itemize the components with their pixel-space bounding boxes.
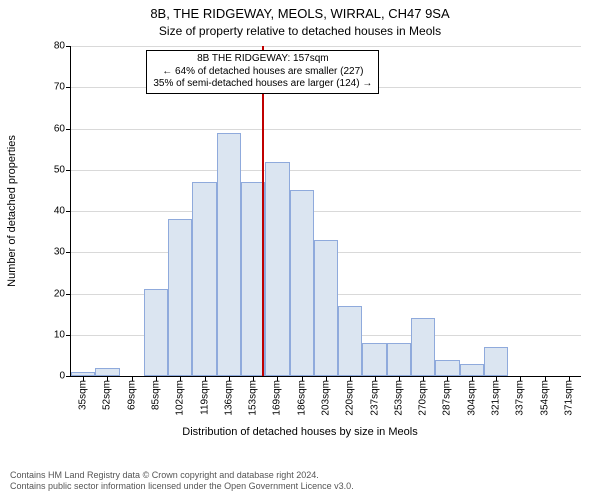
histogram-bar	[435, 360, 459, 377]
x-tick-label: 270sqm	[418, 380, 429, 416]
x-tick-label: 371sqm	[563, 380, 574, 416]
annotation-line: 35% of semi-detached houses are larger (…	[153, 78, 372, 91]
grid-line	[71, 170, 581, 171]
grid-line	[71, 129, 581, 130]
x-tick-label: 186sqm	[296, 380, 307, 416]
histogram-bar	[95, 368, 119, 376]
y-axis-label: Number of detached properties	[6, 135, 18, 287]
histogram-bar	[338, 306, 362, 376]
chart-frame: 8B, THE RIDGEWAY, MEOLS, WIRRAL, CH47 9S…	[0, 0, 600, 500]
histogram-bar	[362, 343, 386, 376]
footer-line: Contains HM Land Registry data © Crown c…	[10, 470, 590, 481]
x-tick-label: 69sqm	[126, 380, 137, 410]
x-tick-label: 287sqm	[442, 380, 453, 416]
y-tick-label: 70	[54, 82, 71, 93]
x-tick-label: 354sqm	[539, 380, 550, 416]
histogram-bar	[168, 219, 192, 376]
y-tick-label: 60	[54, 123, 71, 134]
x-tick-label: 119sqm	[199, 380, 210, 415]
y-tick-label: 10	[54, 329, 71, 340]
y-tick-label: 30	[54, 247, 71, 258]
x-tick-label: 35sqm	[78, 380, 89, 410]
reference-line	[262, 46, 264, 376]
histogram-bar	[144, 289, 168, 376]
histogram-bar	[192, 182, 216, 376]
x-tick-label: 337sqm	[515, 380, 526, 416]
plot-area: 0102030405060708035sqm52sqm69sqm85sqm102…	[70, 46, 581, 377]
x-tick-label: 102sqm	[175, 380, 186, 416]
x-tick-label: 52sqm	[102, 380, 113, 410]
histogram-bar	[314, 240, 338, 376]
histogram-bar	[484, 347, 508, 376]
x-tick-label: 237sqm	[369, 380, 380, 416]
footer-attribution: Contains HM Land Registry data © Crown c…	[0, 464, 600, 500]
page-subtitle: Size of property relative to detached ho…	[0, 24, 600, 38]
x-tick-label: 136sqm	[223, 380, 234, 416]
histogram-bar	[290, 190, 314, 376]
histogram-bar	[387, 343, 411, 376]
x-tick-label: 169sqm	[272, 380, 283, 416]
y-tick-label: 20	[54, 288, 71, 299]
x-tick-label: 304sqm	[466, 380, 477, 416]
x-tick-label: 203sqm	[321, 380, 332, 416]
footer-line: Contains public sector information licen…	[10, 481, 590, 492]
histogram-bar	[217, 133, 241, 376]
annotation-line: ← 64% of detached houses are smaller (22…	[153, 66, 372, 79]
annotation-line: 8B THE RIDGEWAY: 157sqm	[153, 53, 372, 66]
grid-line	[71, 46, 581, 47]
grid-line	[71, 211, 581, 212]
x-tick-label: 153sqm	[248, 380, 259, 416]
histogram-bar	[411, 318, 435, 376]
y-tick-label: 0	[59, 371, 71, 382]
x-tick-label: 321sqm	[491, 380, 502, 416]
y-tick-label: 80	[54, 41, 71, 52]
histogram-bar	[265, 162, 289, 377]
page-title: 8B, THE RIDGEWAY, MEOLS, WIRRAL, CH47 9S…	[0, 6, 600, 21]
histogram-bar	[460, 364, 484, 376]
annotation-box: 8B THE RIDGEWAY: 157sqm← 64% of detached…	[146, 50, 379, 94]
x-tick-label: 253sqm	[393, 380, 404, 416]
x-tick-label: 220sqm	[345, 380, 356, 416]
x-axis-label: Distribution of detached houses by size …	[0, 426, 600, 438]
y-tick-label: 40	[54, 206, 71, 217]
x-tick-label: 85sqm	[151, 380, 162, 410]
y-tick-label: 50	[54, 164, 71, 175]
